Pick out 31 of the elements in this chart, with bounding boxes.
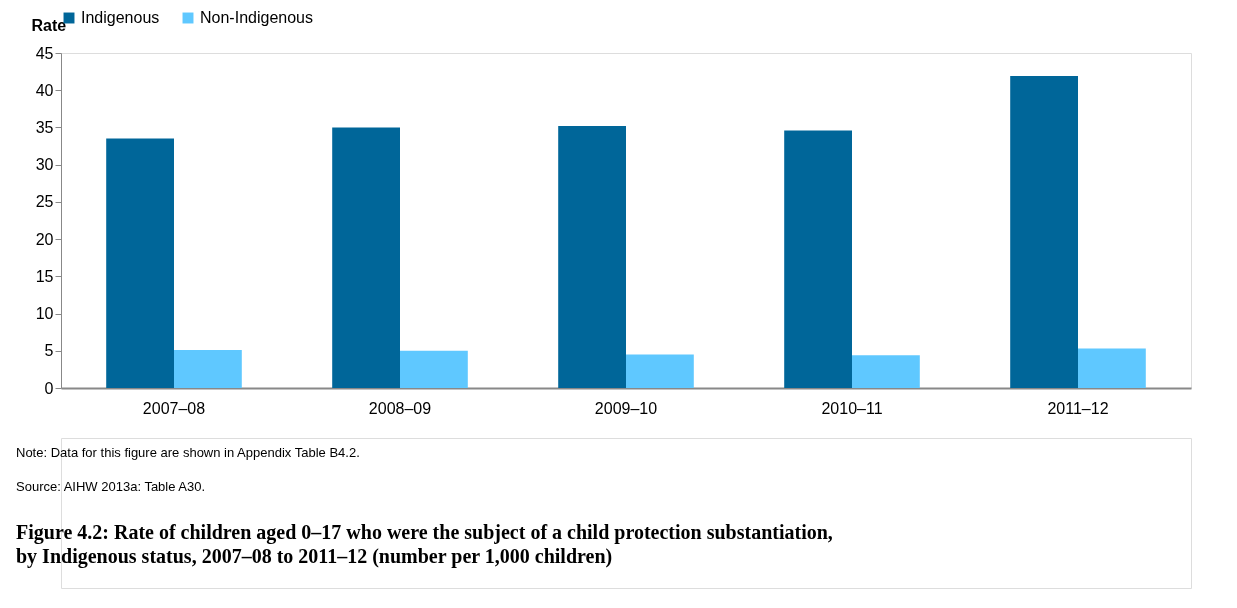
y-axis-title: Rate	[31, 16, 67, 34]
y-tick-label: 0	[44, 379, 54, 397]
x-tick-label: 2009–10	[594, 399, 658, 417]
legend-label: Non-Indigenous	[200, 9, 313, 26]
y-tick-label: 35	[35, 118, 54, 136]
x-tick-label: 2008–09	[368, 399, 432, 417]
bar	[852, 355, 920, 388]
text: Figure 4.2: Rate of children aged 0–17 who were the subject of a child protection substantiation, by Indigenous status, 2007–08 to 2011–12 (number per 1,000 children)	[16, 521, 833, 568]
bar	[784, 130, 852, 388]
bar	[106, 138, 174, 388]
bar	[174, 350, 242, 388]
x-tick-label: 2011–12	[1047, 399, 1109, 417]
x-tick-label: 2007–08	[142, 399, 206, 417]
bar	[400, 350, 468, 388]
x-tick-label: 2010–11	[821, 399, 883, 417]
y-tick-label: 10	[35, 305, 54, 323]
y-tick-label: 45	[35, 44, 54, 62]
bar	[1078, 348, 1146, 388]
text: Note: Data for this figure are shown in Appendix Table B4.2.	[16, 445, 360, 460]
bar	[558, 125, 626, 388]
bar	[1010, 76, 1078, 388]
legend-label: Indigenous	[81, 9, 160, 26]
y-tick-label: 5	[44, 342, 54, 360]
source-note: Source: AIHW 2013a: Table A30.	[16, 479, 206, 494]
y-tick-label: 30	[35, 156, 54, 174]
y-tick-label: 20	[35, 230, 54, 248]
y-tick-label: 25	[35, 193, 54, 211]
bar	[626, 354, 694, 388]
bar	[332, 127, 400, 388]
y-tick-label: 15	[35, 267, 54, 285]
y-tick-label: 40	[35, 81, 54, 99]
